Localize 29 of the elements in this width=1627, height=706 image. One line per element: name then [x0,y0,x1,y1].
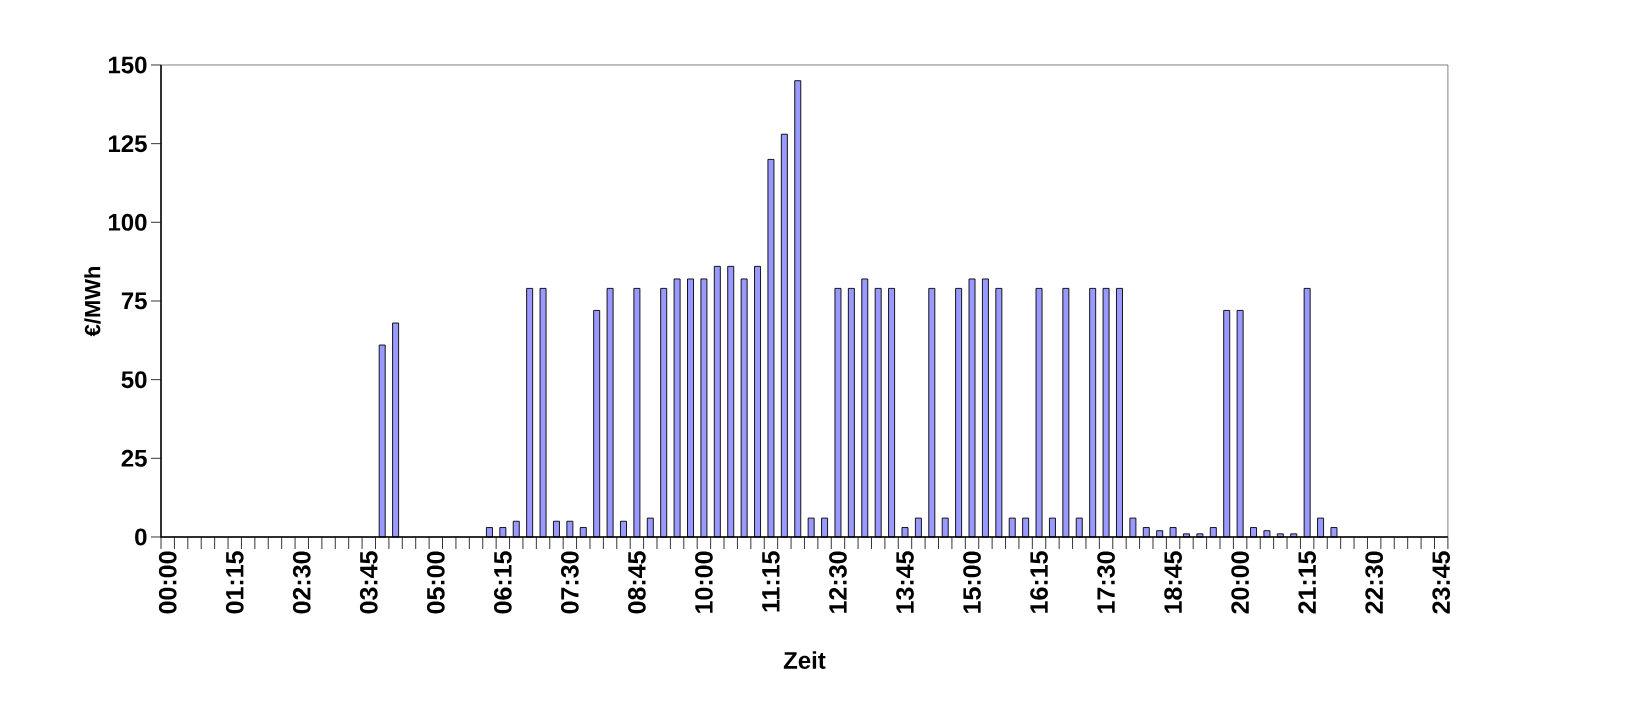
y-tick-label: 0 [135,528,147,546]
x-tick-label: 23:45 [1432,551,1451,614]
x-tick-label: 20:00 [1231,551,1249,614]
x-tick-label: 02:30 [292,551,311,614]
y-tick-label: 75 [121,292,147,310]
x-tick-label: 16:15 [1030,551,1048,613]
x-tick-label: 08:45 [628,551,646,614]
x-tick-label: 21:15 [1298,551,1316,614]
x-tick-label: 17:30 [1097,551,1115,613]
x-tick-label: 03:45 [359,551,378,614]
x-tick-label: 11:15 [762,551,780,612]
x-tick-label: 06:15 [494,551,512,614]
x-tick-label: 01:15 [225,551,244,614]
y-axis-title: €/MWh [84,266,101,337]
y-tick-label: 25 [121,449,147,467]
x-tick-label: 15:00 [963,551,981,613]
x-tick-label: 00:00 [158,551,177,614]
y-tick-label: 100 [108,213,147,231]
y-tick-label: 150 [108,56,147,74]
x-tick-label: 12:30 [829,551,847,613]
x-tick-label: 22:30 [1365,551,1384,614]
x-tick-label: 18:45 [1164,551,1182,613]
x-tick-label: 10:00 [695,551,713,613]
y-tick-label: 125 [108,135,147,153]
x-tick-label: 07:30 [561,551,579,614]
x-tick-label: 13:45 [896,551,914,613]
y-tick-label: 50 [121,371,147,389]
x-tick-label: 05:00 [426,551,445,614]
x-axis-title: Zeit [783,651,826,669]
